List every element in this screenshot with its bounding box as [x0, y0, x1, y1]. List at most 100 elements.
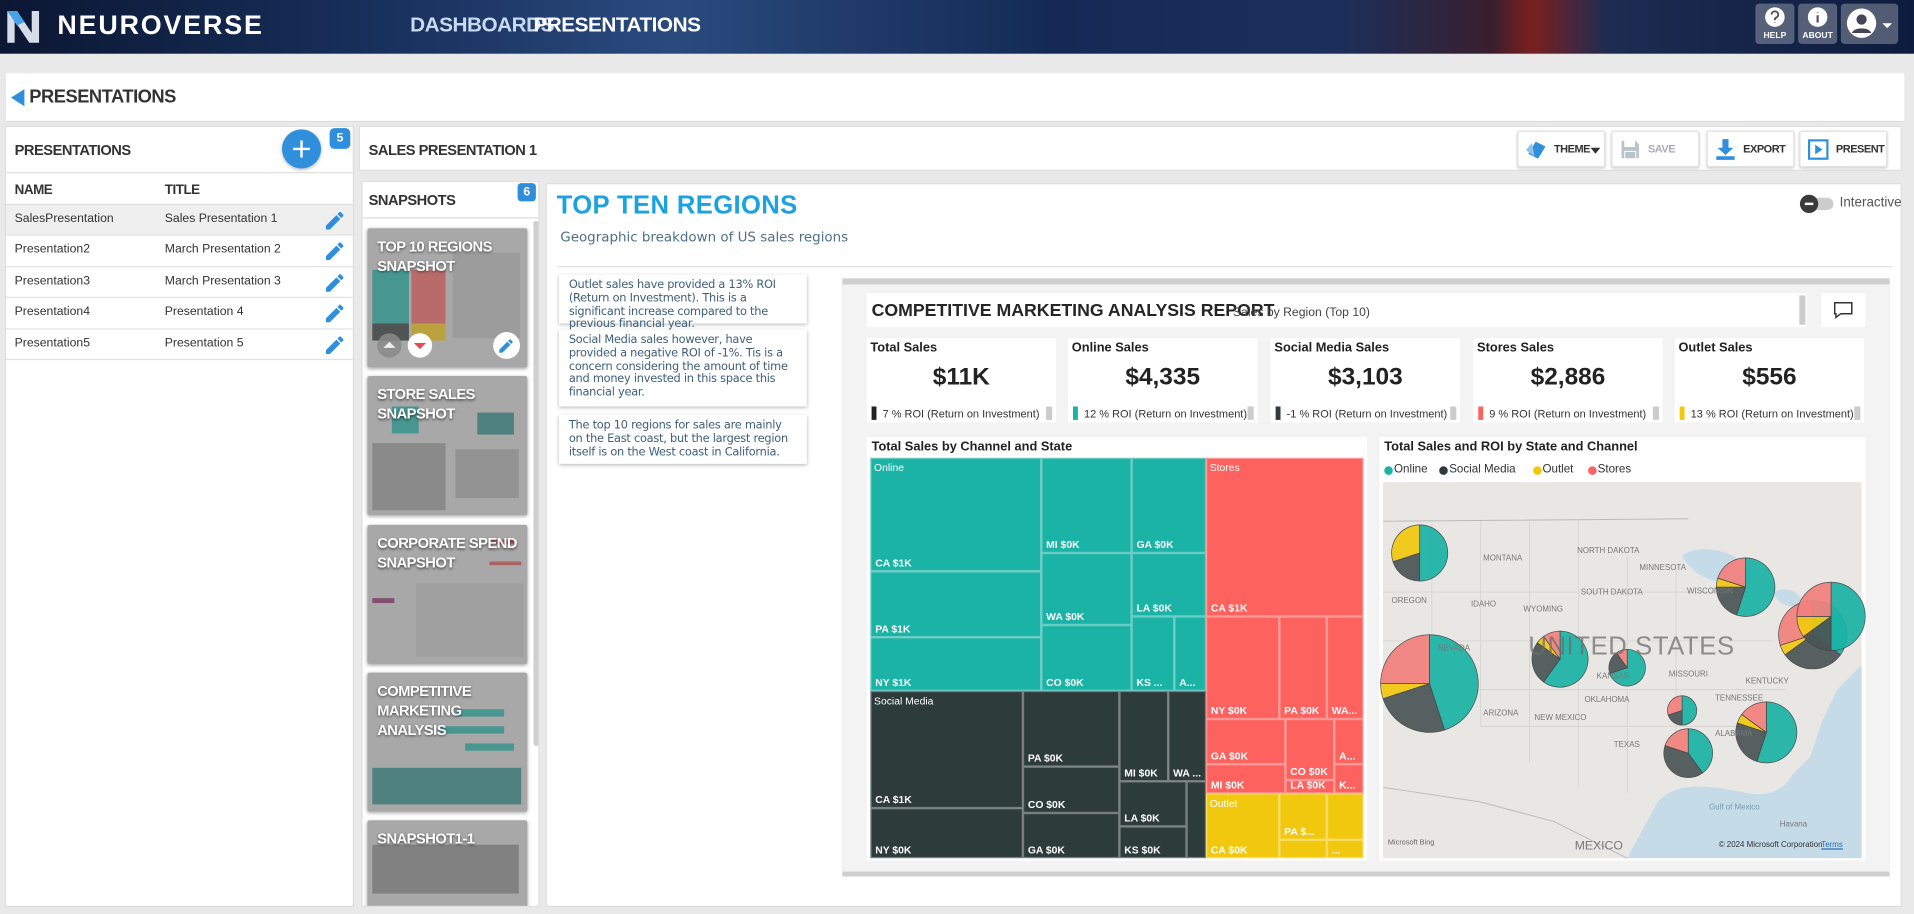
avatar-head [1856, 14, 1867, 25]
nav-link[interactable]: DASHBOARDS [410, 13, 555, 37]
treemap-cell[interactable]: GA $0K [1022, 812, 1120, 859]
toolbar-label: SAVE [1647, 142, 1676, 156]
treemap-cell[interactable]: GA $0K [1206, 718, 1286, 765]
slide-subtitle: Geographic breakdown of US sales regions [560, 229, 849, 246]
toggle-label[interactable]: Interactive [1839, 195, 1902, 210]
toolbar-button[interactable]: SAVE [1611, 130, 1700, 168]
toolbar-button[interactable]: EXPORT [1706, 130, 1795, 168]
treemap-cell[interactable]: MI $0K [1206, 764, 1286, 794]
treemap-cell[interactable]: MI $0K [1119, 690, 1169, 782]
table-row[interactable]: Presentation4 Presentation 4 [6, 298, 353, 330]
treemap-cell[interactable]: MI $0K [1041, 457, 1132, 553]
toggle-dash [1804, 202, 1814, 206]
treemap-cell[interactable]: WA ... [1168, 690, 1207, 782]
treemap-cell[interactable]: CO $0K [1041, 624, 1132, 691]
treemap-group-label: Online [874, 461, 905, 474]
treemap-cell-label: PA $1K [875, 622, 911, 635]
scrollbar [533, 220, 539, 746]
treemap-cell[interactable]: PA $0K [1279, 616, 1327, 719]
treemap-cell[interactable]: LA $0K [1285, 780, 1335, 794]
water [1627, 665, 1862, 859]
treemap-cell[interactable]: A... [1174, 616, 1207, 691]
treemap-cell[interactable]: LA $0K [1119, 781, 1187, 827]
snapshot-thumbnail[interactable]: TOP 10 REGIONS SNAPSHOT [367, 228, 528, 368]
treemap-cell-label: LA $0K [1136, 601, 1172, 615]
treemap-cell[interactable]: NY $1K [870, 637, 1042, 691]
treemap-cell[interactable]: KS $0K [1119, 826, 1187, 859]
treemap-cell[interactable]: CA $1K [870, 690, 1023, 809]
treemap-cell[interactable]: CO $0K [1285, 718, 1335, 781]
treemap-cell[interactable]: CA $1K [870, 457, 1042, 572]
map-label: MONTANA [1483, 554, 1523, 563]
thumb-overlay [367, 375, 528, 516]
treemap-group-label: Stores [1209, 461, 1240, 474]
comment-button[interactable] [1821, 292, 1866, 328]
count-badge: 6 [517, 183, 536, 202]
treemap-cell[interactable]: ... [1326, 839, 1364, 859]
roi-marker [871, 406, 877, 420]
treemap-cell[interactable]: WA $0K [1041, 552, 1132, 625]
treemap-cell[interactable]: A... [1334, 718, 1364, 765]
table-header-line [6, 203, 353, 206]
column-header: NAME [14, 183, 53, 198]
roi-marker [1275, 406, 1281, 420]
breadcrumb-title[interactable]: PRESENTATIONS [29, 86, 176, 108]
legend-label: Outlet [1542, 462, 1574, 477]
treemap-cell[interactable]: NY $0K [1206, 616, 1280, 719]
user-menu[interactable] [1840, 3, 1899, 44]
treemap-cell[interactable]: CA $1K [1206, 457, 1364, 617]
comment-icon [1833, 302, 1853, 319]
snapshot-thumbnail[interactable]: STORE SALES SNAPSHOT [367, 375, 528, 516]
toolbar-button[interactable]: THEME [1517, 130, 1606, 168]
treemap-cell[interactable]: K... [1334, 764, 1364, 794]
report-title: COMPETITIVE MARKETING ANALYSIS REPORT [871, 301, 1275, 322]
treemap-cell[interactable]: CO $0K [1022, 766, 1120, 813]
treemap-cell[interactable]: PA $... [1279, 793, 1327, 840]
back-arrow [10, 89, 25, 107]
header-button[interactable]: HELP [1755, 3, 1795, 44]
presentations-panel: PRESENTATIONS 5 NAME TITLE SalesPresentation… [4, 125, 355, 907]
treemap-cell[interactable]: WA... [1326, 616, 1364, 719]
thumb-mark [489, 539, 514, 545]
panel-title: SNAPSHOTS [368, 191, 456, 209]
table-row[interactable]: SalesPresentation Sales Presentation 1 [6, 205, 353, 237]
treemap-cell-label: GA $0K [1210, 749, 1249, 762]
treemap-cell[interactable]: CA $0K [1206, 793, 1280, 859]
nav-link[interactable]: PRESENTATIONS [533, 13, 701, 37]
treemap-cell[interactable]: KS ... [1131, 616, 1175, 691]
panel-title: PRESENTATIONS [14, 141, 131, 159]
treemap-cell-label: WA ... [1173, 766, 1201, 779]
treemap-title: Total Sales by Channel and State [871, 439, 1073, 455]
treemap-cell[interactable]: LA $0K [1131, 552, 1207, 617]
treemap-cell[interactable]: PA $1K [870, 571, 1042, 638]
snapshot-thumbnail[interactable]: CORPORATE SPEND SNAPSHOT [367, 524, 528, 665]
map-label: TENNESSEE [1715, 694, 1764, 704]
snapshot-thumbnail[interactable]: SNAPSHOT1-1 [367, 820, 528, 906]
pie-slice [1717, 557, 1746, 588]
table-row[interactable]: Presentation2 March Presentation 2 [6, 236, 353, 268]
map-terms[interactable]: Terms [1821, 841, 1843, 850]
report-title-bar: COMPETITIVE MARKETING ANALYSIS REPORT Sal… [866, 292, 1807, 328]
breadcrumb-bar: PRESENTATIONS [6, 73, 1905, 123]
add-button[interactable] [281, 129, 322, 169]
legend-label: Online [1394, 462, 1428, 477]
theme-icon-back [1525, 142, 1535, 157]
treemap-cell[interactable]: PA $0K [1022, 690, 1120, 767]
snapshot-thumbnail[interactable]: COMPETITIVE MARKETING ANALYSIS [367, 672, 528, 812]
header-button[interactable]: ABOUT [1798, 3, 1838, 44]
pie-slice [1380, 634, 1430, 684]
toolbar-icon [1620, 139, 1640, 160]
pie-slice [1735, 722, 1767, 762]
plus [292, 140, 311, 158]
treemap-cell[interactable]: NY $0K [870, 808, 1023, 859]
treemap-cell-label: LA $0K [1124, 811, 1160, 824]
map-title: Total Sales and ROI by State and Channel [1384, 439, 1638, 455]
toolbar-button[interactable]: PRESENT [1799, 130, 1888, 168]
table-row[interactable]: Presentation5 Presentation 5 [6, 329, 353, 361]
treemap-cell-label: WA... [1331, 704, 1358, 717]
table-row[interactable]: Presentation3 March Presentation 3 [6, 267, 353, 299]
map [1380, 482, 1866, 859]
treemap-cell[interactable]: GA $0K [1131, 457, 1207, 553]
kpi-scroll [1652, 406, 1659, 420]
